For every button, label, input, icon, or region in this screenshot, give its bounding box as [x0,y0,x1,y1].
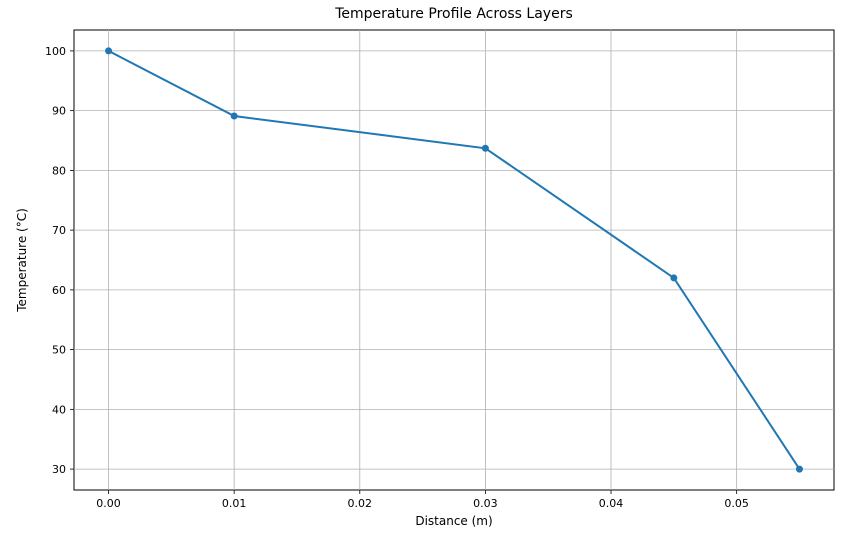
data-point [796,466,802,472]
y-tick-label: 40 [52,403,66,416]
y-tick-label: 30 [52,463,66,476]
x-axis-label: Distance (m) [415,514,492,528]
data-point [671,275,677,281]
data-point [482,145,488,151]
x-tick-label: 0.02 [348,497,373,510]
y-tick-label: 100 [45,45,66,58]
y-axis-label: Temperature (°C) [15,208,29,313]
chart-background [0,0,850,547]
y-tick-label: 70 [52,224,66,237]
x-tick-label: 0.01 [222,497,247,510]
data-point [106,48,112,54]
chart-container: 0.00 0.01 0.02 0.03 0.04 0.05 30 40 50 60 70 80 90 1… [0,0,850,547]
x-tick-label: 0.00 [96,497,121,510]
y-tick-label: 80 [52,164,66,177]
x-tick-label: 0.04 [599,497,624,510]
y-tick-label: 60 [52,284,66,297]
data-point [231,113,237,119]
y-tick-label: 50 [52,344,66,357]
chart-title: Temperature Profile Across Layers [334,6,573,22]
x-tick-label: 0.05 [724,497,749,510]
temperature-chart: 0.00 0.01 0.02 0.03 0.04 0.05 30 40 50 60 70 80 90 1… [0,0,850,547]
x-tick-label: 0.03 [473,497,498,510]
y-tick-label: 90 [52,105,66,118]
